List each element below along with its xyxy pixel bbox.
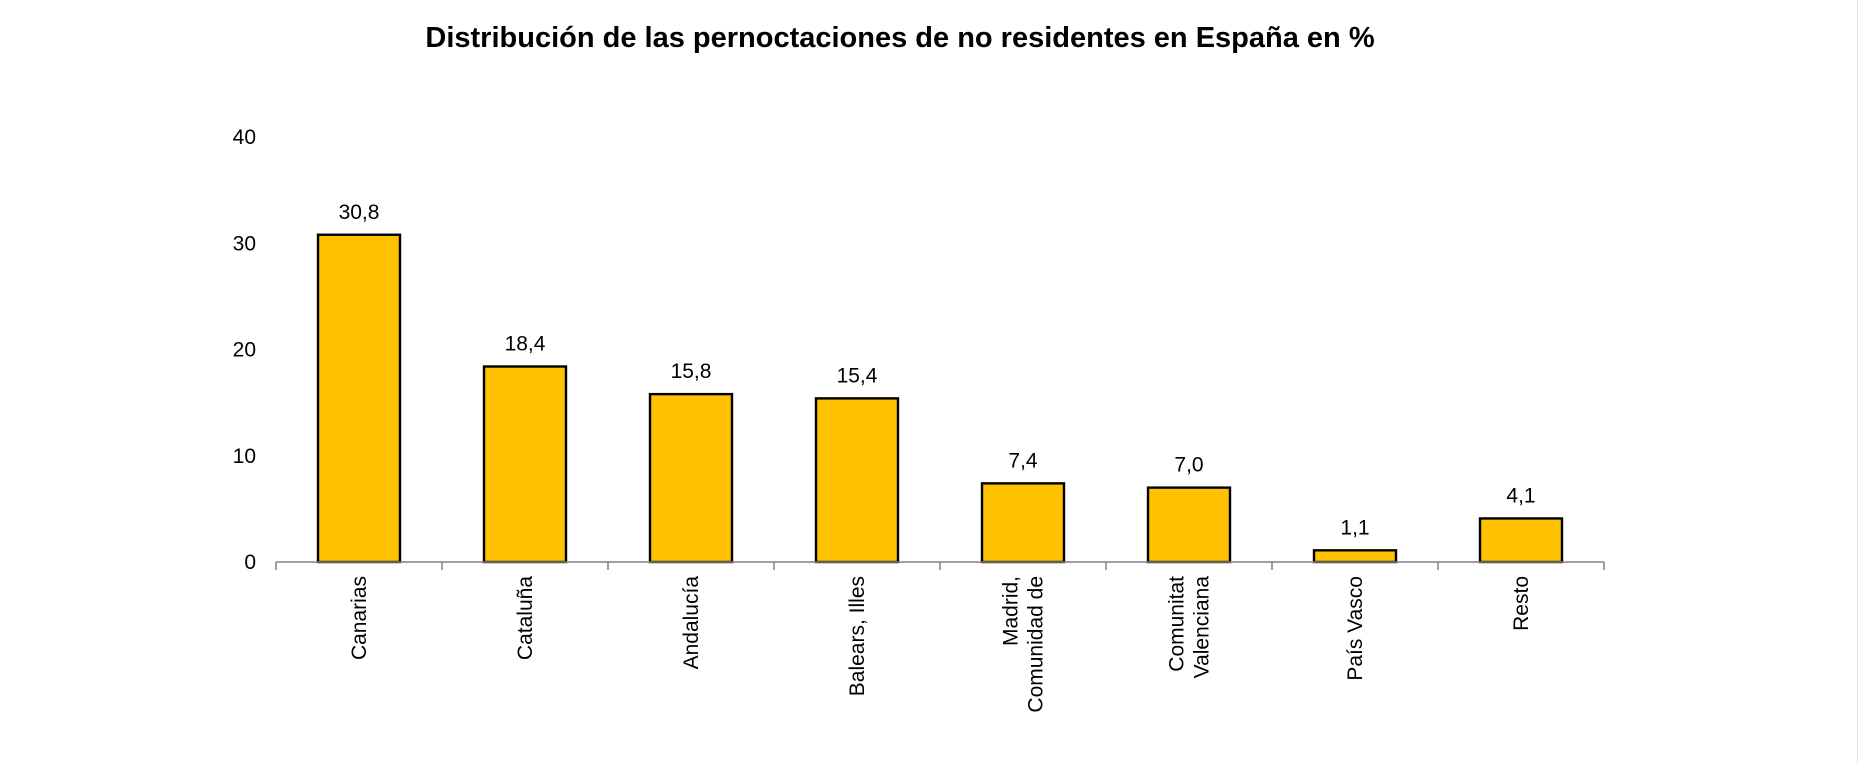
- x-tick-label: Cataluña: [514, 576, 537, 660]
- data-label: 7,0: [1174, 454, 1203, 477]
- x-axis: [275, 561, 1605, 570]
- x-tick-label: Canarias: [348, 576, 371, 660]
- y-tick-label: 10: [233, 445, 256, 468]
- y-tick-label: 30: [233, 232, 256, 255]
- data-label: 30,8: [339, 201, 380, 224]
- bar: [1146, 486, 1232, 564]
- data-label: 15,8: [671, 360, 712, 383]
- x-tick-label: Balears, Illes: [846, 576, 869, 696]
- bar-series: [316, 233, 1564, 564]
- bar: [316, 233, 402, 564]
- data-labels: 30,8 18,4 15,8 15,4 7,4 7,0 1,1 4,1: [339, 201, 1536, 540]
- x-tick-label: Resto: [1510, 576, 1533, 631]
- x-tick-label: Andalucía: [680, 576, 703, 670]
- y-tick-label: 20: [233, 339, 256, 362]
- chart-title: Distribución de las pernoctaciones de no…: [425, 22, 1375, 54]
- bar: [482, 365, 568, 564]
- x-tick-label: Madrid,Comunidad de: [1000, 576, 1048, 713]
- y-tick-label: 0: [244, 551, 256, 574]
- y-axis-ticks: 0 10 20 30 40: [233, 126, 256, 574]
- data-label: 1,1: [1340, 516, 1369, 539]
- x-tick-label-line: Resto: [1510, 576, 1533, 631]
- bar: [1478, 517, 1564, 564]
- x-tick-label-line: Balears, Illes: [846, 576, 869, 696]
- page-edge-divider: [1857, 0, 1858, 764]
- bar: [980, 482, 1066, 564]
- x-tick-label: País Vasco: [1344, 576, 1367, 681]
- x-tick-label-line: País Vasco: [1344, 576, 1367, 681]
- bar: [1312, 549, 1398, 564]
- bar: [814, 397, 900, 564]
- x-tick-label-line: Valenciana: [1191, 576, 1214, 679]
- x-tick-label-line: Comunitat: [1166, 576, 1189, 672]
- x-tick-label-line: Cataluña: [514, 576, 537, 660]
- data-label: 18,4: [505, 333, 546, 356]
- x-tick-label: ComunitatValenciana: [1166, 576, 1214, 679]
- x-tick-label-line: Comunidad de: [1025, 576, 1048, 713]
- data-label: 4,1: [1506, 484, 1535, 507]
- bar: [648, 392, 734, 564]
- x-tick-label-line: Madrid,: [1000, 576, 1023, 646]
- x-tick-label-line: Andalucía: [680, 576, 703, 670]
- x-tick-label-line: Canarias: [348, 576, 371, 660]
- data-label: 15,4: [837, 364, 878, 387]
- x-axis-labels: Canarias Cataluña Andalucía Balears, Illes M…: [348, 576, 1533, 713]
- y-tick-label: 40: [233, 126, 256, 149]
- data-label: 7,4: [1008, 449, 1038, 472]
